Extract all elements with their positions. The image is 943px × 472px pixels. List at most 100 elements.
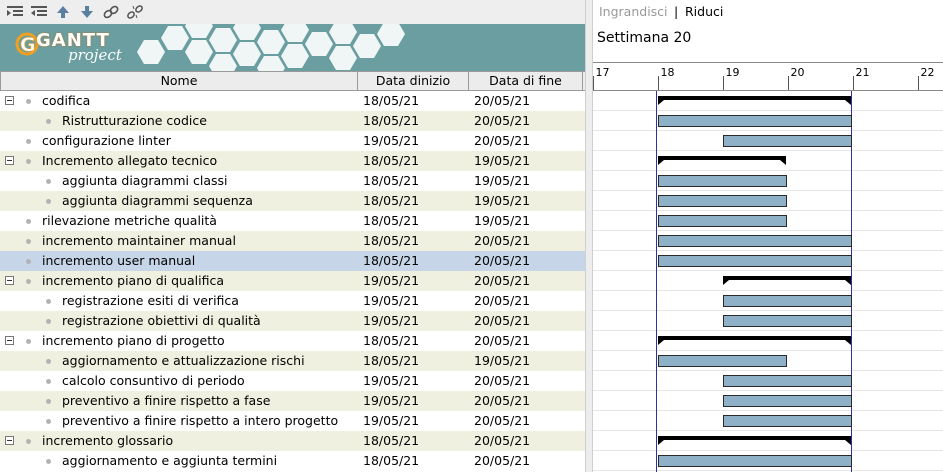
move-down-icon[interactable] [78,3,96,21]
task-row[interactable]: registrazione esiti di verifica 19/05/21 2… [0,291,585,311]
svg-text:G: G [20,34,36,56]
task-end-date: 19/05/21 [474,353,531,368]
ganttproject-banner: G GANTT project [0,24,585,71]
task-start-date: 19/05/21 [363,313,420,328]
summary-task-bar [658,96,851,100]
table-header: Nome Data dinizio Data di fine [0,71,585,91]
task-row[interactable]: incremento piano di qualifica 19/05/21 20/… [0,271,585,291]
task-start-date: 19/05/21 [363,393,420,408]
task-start-date: 18/05/21 [363,333,420,348]
collapse-toggle-icon[interactable] [5,96,14,105]
column-header-name[interactable]: Nome [0,72,358,91]
task-name: aggiornamento e attualizzazione rischi [62,353,305,368]
summary-task-end-cap [845,100,851,105]
task-row[interactable]: Incremento allegato tecnico 18/05/21 19/05… [0,151,585,171]
summary-task-bar [658,336,851,340]
task-row[interactable]: preventivo a finire rispetto a intero pr… [0,411,585,431]
task-name: rilevazione metriche qualità [42,213,217,228]
task-start-date: 18/05/21 [363,453,420,468]
task-bullet-icon [26,279,31,284]
task-bar [723,135,852,147]
move-up-icon[interactable] [54,3,72,21]
task-row[interactable]: calcolo consuntivo di periodo 19/05/21 20/… [0,371,585,391]
task-row[interactable]: registrazione obiettivi di qualità 19/05/… [0,311,585,331]
task-name: configurazione linter [42,133,171,148]
task-bar [723,375,852,387]
task-bar [658,455,852,467]
zoom-in-link[interactable]: Ingrandisci [599,4,668,19]
panel-splitter[interactable] [585,0,593,472]
day-label: 17 [596,66,610,79]
task-bullet-icon [46,359,51,364]
task-row[interactable]: aggiunta diagrammi classi 18/05/21 19/05/2… [0,171,585,191]
task-start-date: 18/05/21 [363,153,420,168]
task-start-date: 19/05/21 [363,293,420,308]
chart-row-background [593,91,943,111]
summary-task-end-cap [780,160,786,165]
task-row[interactable]: incremento glossario 18/05/21 20/05/21 [0,431,585,451]
task-end-date: 20/05/21 [474,273,531,288]
summary-task-end-cap [845,340,851,345]
logo-text: GANTT [36,30,110,51]
task-row[interactable]: Ristrutturazione codice 18/05/21 20/05/21 [0,111,585,131]
task-start-date: 19/05/21 [363,413,420,428]
task-name: aggiunta diagrammi sequenza [62,193,253,208]
link-icon[interactable] [102,3,120,21]
task-row[interactable]: rilevazione metriche qualità 18/05/21 19/0… [0,211,585,231]
indent-icon[interactable] [6,3,24,21]
task-bullet-icon [26,159,31,164]
collapse-toggle-icon[interactable] [5,156,14,165]
day-label: 18 [661,66,675,79]
ganttproject-logo: G [15,32,39,56]
task-row[interactable]: codifica 18/05/21 20/05/21 [0,91,585,111]
task-end-date: 20/05/21 [474,113,531,128]
task-end-date: 20/05/21 [474,293,531,308]
task-row[interactable]: aggiornamento e aggiunta termini 18/05/21… [0,451,585,471]
task-bar [658,355,787,367]
column-header-start-date[interactable]: Data dinizio [358,72,469,91]
task-start-date: 18/05/21 [363,113,420,128]
task-bullet-icon [46,419,51,424]
task-row[interactable]: aggiunta diagrammi sequenza 18/05/21 19/05… [0,191,585,211]
task-row[interactable]: incremento piano di progetto 18/05/21 20/0… [0,331,585,351]
task-name: preventivo a finire rispetto a intero pr… [62,413,339,428]
column-header-end-date[interactable]: Data di fine [469,72,583,91]
task-row[interactable]: preventivo a finire rispetto a fase 19/05… [0,391,585,411]
task-bullet-icon [26,239,31,244]
gantt-chart-panel: 17 18 19 20 21 22 Ingrandisci | Riduci Settim… [593,0,943,472]
task-name: Ristrutturazione codice [62,113,207,128]
task-name: incremento piano di qualifica [42,273,224,288]
zoom-out-link[interactable]: Riduci [685,4,724,19]
task-start-date: 18/05/21 [363,193,420,208]
task-bar [658,175,787,187]
collapse-toggle-icon[interactable] [5,276,14,285]
task-bar [723,315,852,327]
task-end-date: 19/05/21 [474,173,531,188]
task-bullet-icon [46,399,51,404]
collapse-toggle-icon[interactable] [5,436,14,445]
outdent-icon[interactable] [30,3,48,21]
task-start-date: 18/05/21 [363,233,420,248]
task-table-panel: G GANTT project Nome Data dinizio Data d… [0,0,585,471]
task-name: incremento user manual [42,253,196,268]
summary-task-start-cap [658,340,664,345]
task-row[interactable]: aggiornamento e attualizzazione rischi 18… [0,351,585,371]
chart-row-background [593,271,943,291]
task-end-date: 19/05/21 [474,153,531,168]
task-bar [658,255,852,267]
task-bar [658,235,852,247]
collapse-toggle-icon[interactable] [5,336,14,345]
task-row[interactable]: configurazione linter 19/05/21 20/05/21 [0,131,585,151]
summary-task-start-cap [658,160,664,165]
chart-row-background [593,431,943,451]
unlink-icon[interactable] [126,3,144,21]
task-row[interactable]: incremento maintainer manual 18/05/21 20/0… [0,231,585,251]
task-end-date: 20/05/21 [474,453,531,468]
task-row[interactable]: incremento user manual 18/05/21 20/05/21 [0,251,585,271]
task-bullet-icon [26,219,31,224]
chart-row-background [593,151,943,171]
task-end-date: 20/05/21 [474,233,531,248]
task-start-date: 18/05/21 [363,173,420,188]
summary-task-end-cap [845,440,851,445]
task-end-date: 20/05/21 [474,413,531,428]
